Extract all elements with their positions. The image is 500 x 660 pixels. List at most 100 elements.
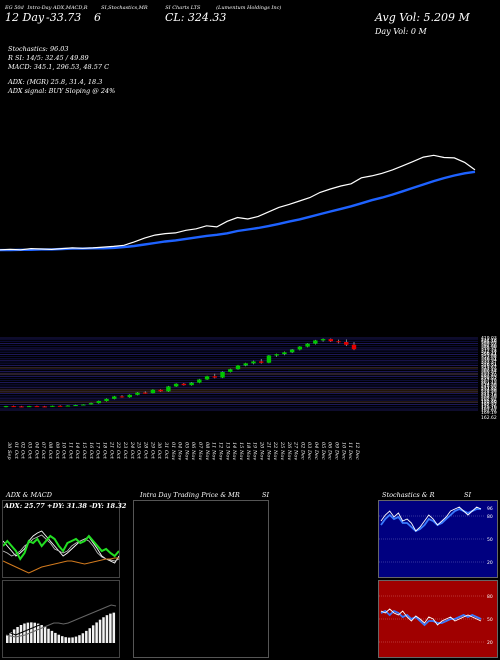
stoch-tick: 20 (487, 560, 493, 566)
candle-body (11, 406, 16, 408)
price-line-chart (0, 154, 476, 252)
macd-bar (47, 628, 50, 643)
date-tick-label: 23 Oct (122, 441, 128, 460)
date-tick-label: 17 Oct (95, 442, 101, 460)
price-tick-label: 313.67 (481, 365, 497, 371)
date-tick-label: 01 Oct (13, 442, 19, 460)
candle-body (166, 386, 171, 392)
price-tick-label: 234.86 (481, 387, 497, 393)
date-tick-label: 02 Oct (20, 442, 26, 460)
price-tick-label: 162.62 (481, 415, 497, 421)
price-tick-label: 202.02 (481, 396, 497, 402)
date-tick-label: 02 Dec (299, 442, 305, 460)
rsi-tick: 20 (487, 640, 493, 646)
candle-body (197, 379, 202, 383)
date-tick-label: 22 Oct (115, 441, 121, 460)
candle-body (27, 406, 32, 408)
candle-body (19, 406, 24, 408)
candle-body (158, 389, 163, 392)
date-tick-label: 08 Oct (47, 442, 53, 460)
date-tick-label: 06 Nov (190, 442, 196, 460)
candle-body (143, 392, 148, 394)
price-tick-label: 215.16 (481, 393, 497, 399)
intra-day-panel (133, 500, 269, 658)
price-tick-label: 221.73 (481, 391, 497, 397)
price-tick-label: 287.40 (481, 372, 497, 378)
candle-body (42, 406, 47, 408)
adx-signal-readout: ADX signal: BUY Sloping @ 24% (8, 87, 116, 95)
candle-body (336, 341, 341, 343)
date-tick-label: 04 Nov (177, 442, 183, 460)
stoch-tick: 50 (487, 537, 493, 543)
candle-body (289, 349, 295, 353)
header-line1-c: SI,Stochastics,MR (101, 5, 148, 11)
candle-body (119, 396, 125, 398)
candle-body (135, 392, 140, 395)
price-tick-label: 307.10 (481, 367, 497, 373)
macd-bar (61, 636, 64, 643)
price-tick-label: 280.83 (481, 374, 497, 380)
price-tick-label: 392.46 (481, 343, 497, 349)
price-tick-label: 366.21 (481, 350, 497, 356)
stoch-readout: Stochastics: 96.03 (8, 45, 69, 53)
candle-body (204, 376, 210, 380)
intra-panel-si: SI (262, 491, 270, 499)
date-tick-label: 20 Nov (258, 441, 264, 460)
date-tick-label: 05 Dec (320, 442, 326, 460)
candle-body (112, 396, 117, 399)
stoch-k-line (380, 506, 482, 532)
adx-lines (3, 530, 119, 574)
macd-bar (23, 623, 26, 643)
intra-panel-title: Intra Day Trading Price & MR (140, 491, 240, 499)
date-tick-label: 12 Dec (354, 442, 360, 460)
date-tick-label: 10 Oct (61, 442, 67, 460)
date-tick-label: 03 Dec (306, 442, 312, 460)
rsi-readout: R SI: 14/5: 32.45 / 49.89 (8, 54, 89, 62)
header-line1-d: SI Charts LTS (165, 5, 201, 11)
macd-bar (112, 612, 116, 643)
price-tick-label: 248.00 (481, 384, 497, 390)
macd-bar (67, 637, 71, 643)
avg-line (0, 170, 476, 252)
date-tick-label: 14 Oct (74, 442, 80, 460)
date-tick-label: 21 Oct (108, 441, 114, 460)
candle-body (212, 376, 217, 378)
macd-bar (57, 634, 61, 643)
price-tick-label: 293.97 (481, 371, 497, 377)
date-tick-label: 14 Nov (231, 442, 237, 460)
date-tick-label: 30 Sep (6, 442, 12, 460)
macd-bar (98, 619, 102, 643)
date-tick-label: 19 Nov (252, 442, 258, 460)
price-tick-label: 169.19 (481, 406, 497, 412)
header-count: 6 (94, 11, 101, 24)
candle-body (320, 339, 326, 341)
macd-bar (54, 632, 57, 643)
macd-bar (105, 615, 109, 643)
rsi-panel: 80 50 20 (378, 580, 498, 658)
candle-body (274, 354, 279, 356)
price-tick-label: 169.19 (481, 410, 497, 416)
adx-values-label: ADX: 25.77 +DY: 31.38 -DY: 18.32 (4, 502, 127, 510)
header-line1-b: Intra-Day ADX,MACD,R (27, 5, 88, 11)
adx-green-line (3, 534, 119, 561)
candle-body (259, 361, 264, 363)
macd-signal-line (5, 604, 117, 638)
price-tick-label: 300.54 (481, 369, 497, 375)
rsi-tick: 80 (487, 594, 493, 600)
stoch-panel-title: Stochastics & R (382, 491, 435, 499)
candle-body (96, 401, 101, 404)
candle-body (81, 404, 86, 406)
macd-panel (2, 580, 120, 658)
price-tick-label: 353.08 (481, 354, 497, 360)
header-change: -33.73 (46, 11, 82, 24)
macd-bar (6, 635, 9, 643)
macd-bar (64, 637, 67, 643)
date-tick-label: 28 Oct (142, 441, 148, 460)
macd-readout: MACD: 345.1, 296.53, 48.57 C (8, 63, 110, 71)
date-tick-label: 16 Oct (88, 442, 94, 460)
price-tick-label: 182.32 (481, 402, 497, 408)
price-tick-label: 175.76 (481, 404, 497, 410)
macd-bar (9, 632, 12, 643)
date-tick-label: 07 Oct (40, 442, 46, 460)
macd-bar (36, 623, 40, 643)
